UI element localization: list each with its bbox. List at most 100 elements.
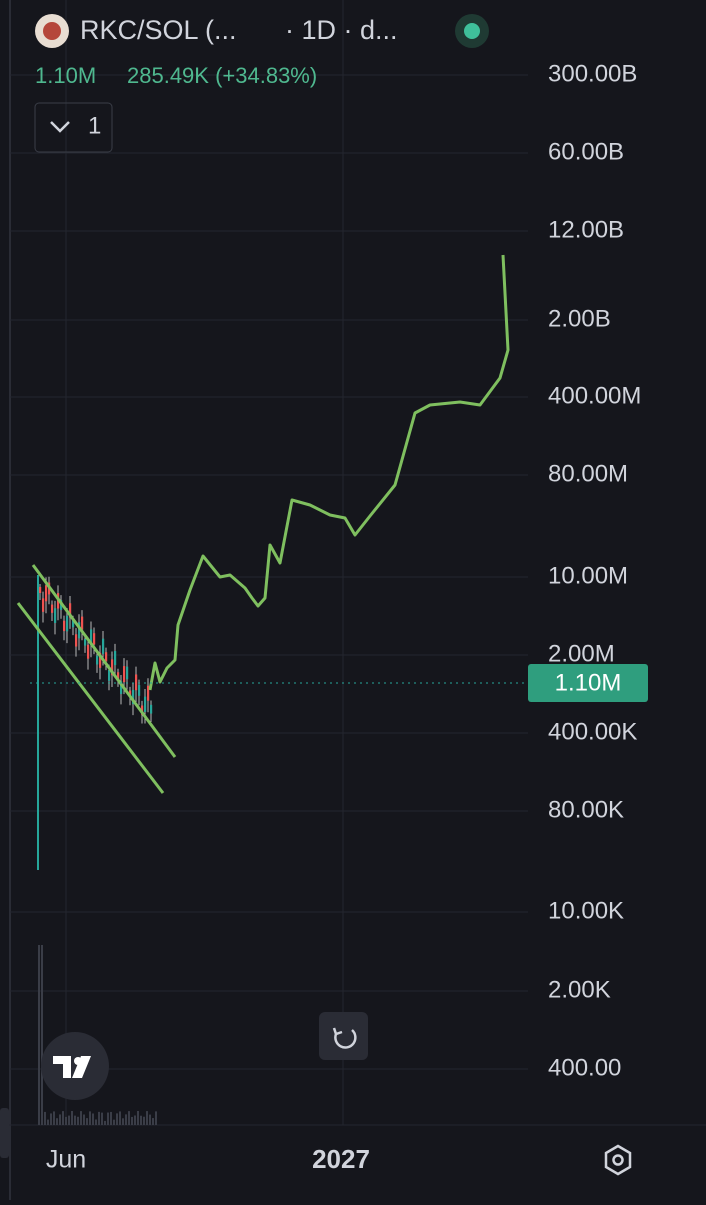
indicator-toggle[interactable] — [34, 102, 113, 153]
candle-body — [90, 629, 93, 646]
candle-body — [114, 650, 117, 666]
price-label: 80.00M — [548, 460, 628, 487]
candle-body — [45, 585, 48, 602]
volume-bar — [149, 1114, 151, 1125]
price-label: 300.00B — [548, 60, 637, 87]
candle-body — [117, 672, 120, 680]
volume-bar — [104, 1120, 106, 1125]
candle-body — [126, 666, 129, 680]
price-label: 2.00B — [548, 305, 611, 332]
volume-bar — [125, 1114, 127, 1125]
candle-body — [105, 652, 108, 662]
price-label: 2.00M — [548, 640, 615, 667]
price-label: 12.00B — [548, 216, 624, 243]
interval[interactable]: · 1D · d... — [285, 15, 398, 45]
price-label: 400.00 — [548, 1054, 621, 1081]
status-dot — [464, 23, 480, 39]
candle-body — [138, 684, 141, 696]
candle-body — [120, 681, 123, 695]
candle-body — [132, 689, 135, 705]
volume-bar — [131, 1116, 133, 1125]
volume-bar — [152, 1118, 154, 1125]
volume-bar — [80, 1111, 82, 1125]
volume-bar — [62, 1111, 64, 1125]
volume-bar — [86, 1118, 88, 1125]
channel-line — [16, 602, 165, 794]
candle-body — [102, 638, 105, 654]
logo-bg[interactable] — [41, 1032, 109, 1100]
current-price-badge — [528, 664, 648, 702]
candle-body — [87, 644, 90, 659]
candle-body — [93, 633, 96, 645]
side-handle[interactable] — [0, 1108, 9, 1158]
price-label: 60.00B — [548, 138, 624, 165]
candle-body — [69, 603, 72, 618]
candle-body — [81, 616, 84, 630]
volume-bar — [38, 945, 40, 1125]
volume-bar — [122, 1118, 124, 1125]
volume-bar — [128, 1111, 130, 1125]
candle-body — [96, 655, 99, 665]
candle-body — [135, 674, 138, 691]
volume-bar — [71, 1111, 73, 1125]
candle-body — [54, 608, 57, 623]
volume-bar — [44, 1111, 46, 1125]
avatar-inner — [43, 22, 61, 40]
volume-bar — [77, 1116, 79, 1125]
volume-bar — [110, 1111, 112, 1125]
price-label: 400.00K — [548, 718, 637, 745]
volume-bar — [134, 1115, 136, 1125]
volume-bar — [65, 1116, 67, 1125]
volume-bar — [89, 1111, 91, 1125]
candle-body — [72, 619, 75, 628]
settings-icon[interactable] — [604, 1144, 632, 1176]
volume-bar — [92, 1113, 94, 1125]
indicator-count: 1 — [88, 112, 101, 139]
volume-bar — [53, 1111, 55, 1125]
volume-bar — [95, 1119, 97, 1125]
volume-bar — [137, 1111, 139, 1125]
volume-bar — [68, 1115, 70, 1125]
volume-bar — [146, 1111, 148, 1125]
reset-button[interactable] — [319, 1012, 368, 1060]
candle-body — [51, 604, 54, 613]
price-label: 2.00K — [548, 976, 611, 1003]
volume-bar — [143, 1116, 145, 1125]
reset-icon — [334, 1029, 357, 1049]
candle-body — [99, 652, 102, 668]
candle-body — [147, 685, 150, 701]
volume-bar — [98, 1111, 100, 1125]
volume-bar — [155, 1111, 157, 1125]
volume-bar — [50, 1113, 52, 1125]
logo-dot — [74, 1057, 82, 1065]
volume-bar — [74, 1115, 76, 1125]
volume-bar — [116, 1113, 118, 1125]
channel-line — [31, 564, 177, 758]
volume-bar — [107, 1112, 109, 1125]
candle-body — [144, 696, 147, 712]
candle-body — [39, 587, 42, 593]
candle-body — [150, 704, 153, 714]
reset-arrow — [332, 1027, 343, 1036]
volume-bar — [59, 1114, 61, 1125]
time-label: 2027 — [312, 1144, 370, 1174]
price-label: 10.00M — [548, 562, 628, 589]
time-label: Jun — [46, 1146, 86, 1174]
price-label: 400.00M — [548, 382, 641, 409]
candle-body — [108, 669, 111, 681]
candle-body — [78, 622, 81, 639]
symbol[interactable]: RKC/SOL (... — [80, 15, 237, 45]
price-label: 10.00K — [548, 897, 624, 924]
volume-bar — [119, 1111, 121, 1125]
price: 1.10M — [35, 63, 96, 88]
chevron — [50, 121, 70, 133]
drawn-projection — [148, 254, 510, 691]
price-label: 80.00K — [548, 796, 624, 823]
volume-bar — [47, 1119, 49, 1125]
candle-body — [63, 620, 66, 632]
settings-center — [612, 1154, 624, 1166]
candle-body — [123, 666, 126, 683]
